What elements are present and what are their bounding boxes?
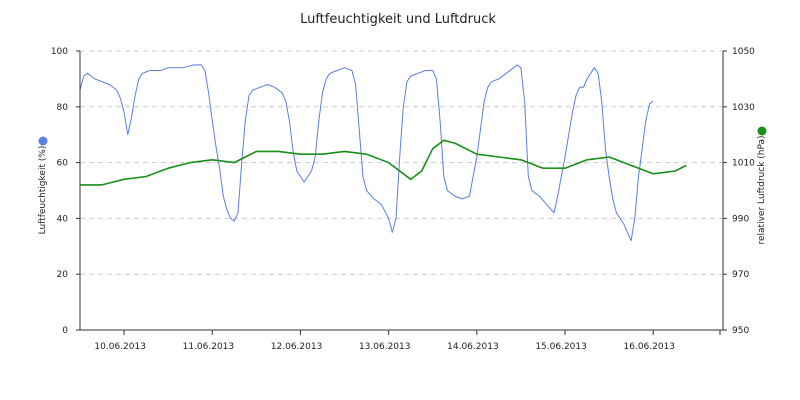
- series-pressure-line: [80, 139, 687, 186]
- axes: [79, 51, 724, 331]
- x-ticks: 10.06.2013 11.06.2013 12.06.2013 13.06.2013…: [94, 330, 721, 352]
- x-tick-label: 12.06.2013: [271, 342, 323, 352]
- series-humidity-line: [79, 64, 654, 242]
- y-tick-label-left: 0: [62, 326, 68, 336]
- y-axis-right-label: relativer Luftdruck (hPa): [757, 135, 767, 244]
- y-tick-label-left: 80: [57, 103, 69, 113]
- y-tick-label-left: 100: [51, 47, 68, 57]
- x-tick-label: 15.06.2013: [535, 342, 587, 352]
- x-tick-label: 13.06.2013: [359, 342, 411, 352]
- y-tick-label-right: 970: [732, 270, 749, 280]
- x-tick-label: 14.06.2013: [447, 342, 499, 352]
- left-y-ticks: 0 20 40 60 80 100: [51, 47, 80, 336]
- series-pressure: [80, 139, 687, 186]
- y-tick-label-right: 1050: [732, 47, 755, 57]
- y-tick-label-left: 60: [57, 159, 69, 169]
- y-axis-left-label: Luftfeuchtigkeit (%): [38, 146, 48, 235]
- y-tick-label-right: 990: [732, 214, 749, 224]
- y-tick-label-right: 1030: [732, 103, 755, 113]
- x-tick-label: 10.06.2013: [94, 342, 146, 352]
- legend-marker-pressure: [757, 126, 767, 136]
- right-y-ticks: 950 970 990 1010 1030 1050: [723, 47, 755, 336]
- y-tick-label-right: 1010: [732, 159, 755, 169]
- x-tick-label: 11.06.2013: [183, 342, 235, 352]
- y-tick-label-right: 950: [732, 326, 749, 336]
- series-humidity: [79, 64, 654, 242]
- legend-marker-humidity: [38, 136, 48, 146]
- gridlines: [80, 50, 723, 275]
- y-tick-label-left: 20: [57, 270, 69, 280]
- y-tick-label-left: 40: [57, 214, 69, 224]
- x-tick-label: 16.06.2013: [624, 342, 676, 352]
- chart-title: Luftfeuchtigkeit und Luftdruck: [300, 12, 496, 27]
